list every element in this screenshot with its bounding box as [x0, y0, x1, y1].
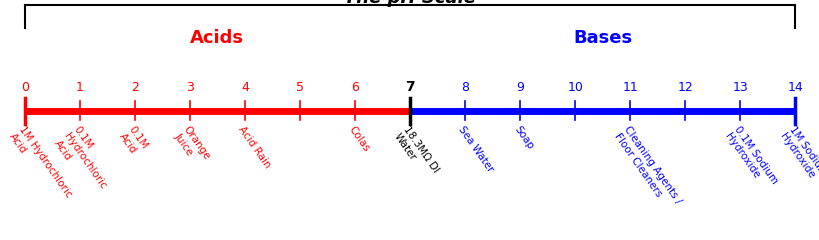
Text: 18.3MΩ DI
Water: 18.3MΩ DI Water: [391, 125, 441, 181]
Text: 1: 1: [75, 81, 84, 94]
Text: 0.1M Sodium
Hydroxide: 0.1M Sodium Hydroxide: [722, 125, 778, 193]
Text: Sea Water: Sea Water: [456, 125, 495, 174]
Text: 1M Sodium
Hydroxide: 1M Sodium Hydroxide: [776, 125, 819, 185]
Text: 3: 3: [186, 81, 193, 94]
Text: Acid Rain: Acid Rain: [237, 125, 273, 170]
Text: Bases: Bases: [572, 29, 631, 47]
Text: 4: 4: [241, 81, 248, 94]
Text: 13: 13: [731, 81, 747, 94]
Text: Colas: Colas: [346, 125, 371, 154]
Text: 5: 5: [296, 81, 304, 94]
Text: 9: 9: [515, 81, 523, 94]
Text: 14: 14: [786, 81, 802, 94]
Text: 8: 8: [460, 81, 468, 94]
Text: Soap: Soap: [511, 125, 534, 152]
Text: The pH Scale: The pH Scale: [344, 0, 475, 7]
Text: 12: 12: [676, 81, 692, 94]
Text: 0: 0: [20, 81, 29, 94]
Text: 10: 10: [567, 81, 582, 94]
Text: 2: 2: [131, 81, 138, 94]
Text: Acids: Acids: [190, 29, 244, 47]
Text: 6: 6: [351, 81, 359, 94]
Text: 0.1M
Hydrochloric
Acid: 0.1M Hydrochloric Acid: [52, 125, 117, 198]
Text: 7: 7: [405, 80, 414, 94]
Text: 11: 11: [622, 81, 637, 94]
Text: 0.1M
Acid: 0.1M Acid: [117, 125, 149, 158]
Text: Cleaning Agents /
Floor Cleaners: Cleaning Agents / Floor Cleaners: [612, 125, 682, 213]
Text: Orange
Juice: Orange Juice: [172, 125, 212, 169]
Text: 1M Hydrochloric
Acid: 1M Hydrochloric Acid: [7, 125, 73, 206]
